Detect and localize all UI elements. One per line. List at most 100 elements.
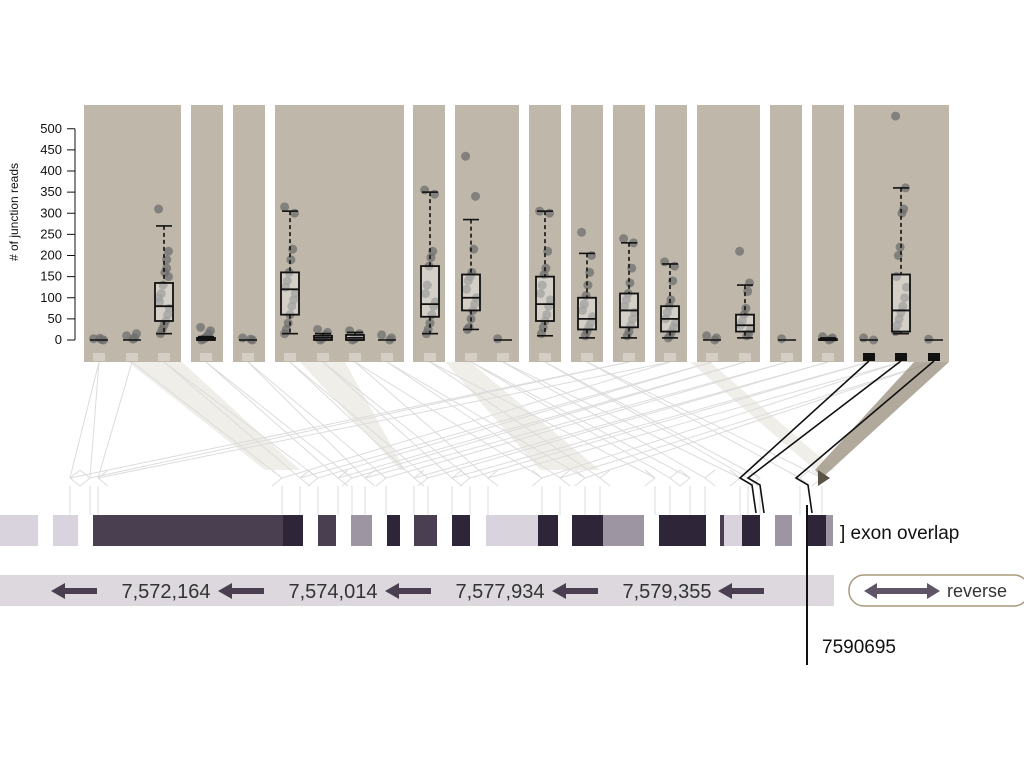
junction-boxplot-j15[interactable] <box>619 234 639 341</box>
junction-boxplot-j1[interactable] <box>89 333 108 345</box>
y-tick-label: 450 <box>40 142 62 157</box>
coord-label-4: 7,579,355 <box>623 581 712 603</box>
exon-segment[interactable] <box>318 515 336 546</box>
left-arrow-icon <box>218 583 264 599</box>
exon-segment[interactable] <box>53 515 78 546</box>
junction-boxplot-j11[interactable] <box>461 151 481 334</box>
junction-marker[interactable] <box>93 353 105 361</box>
junction-marker[interactable] <box>349 353 361 361</box>
junction-boxplot-j18[interactable] <box>735 246 755 341</box>
junction-boxplot-j7[interactable] <box>313 324 333 345</box>
exon-segment[interactable] <box>775 515 792 546</box>
junction-marker[interactable] <box>706 353 718 361</box>
exon-segment[interactable] <box>724 515 742 546</box>
junction-boxplot-j12[interactable] <box>493 334 512 344</box>
junction-boxplot-j13[interactable] <box>535 206 555 339</box>
junction-marker[interactable] <box>497 353 509 361</box>
exon-segment[interactable] <box>351 515 359 546</box>
junction-boxplot-j9[interactable] <box>377 330 396 345</box>
exon-segment[interactable] <box>0 515 38 546</box>
junction-marker[interactable] <box>242 353 254 361</box>
data-point <box>154 293 164 303</box>
junction-end-chevron <box>459 469 471 487</box>
junction-boxplot-j22[interactable] <box>891 111 911 337</box>
junction-boxplot-j17[interactable] <box>702 331 721 345</box>
junction-panel-4 <box>275 105 404 362</box>
junction-boxplot-j10[interactable] <box>420 185 440 339</box>
exon-segment[interactable] <box>486 515 538 546</box>
data-point <box>154 204 164 214</box>
exon-segment[interactable] <box>283 515 303 546</box>
junction-boxplot-j8[interactable] <box>345 326 365 345</box>
guide-line <box>131 361 283 479</box>
exon-segment[interactable] <box>538 515 558 546</box>
data-point <box>545 208 554 218</box>
junction-panel-11 <box>697 105 760 362</box>
junction-marker[interactable] <box>465 353 477 361</box>
junction-marker[interactable] <box>381 353 393 361</box>
exon-segment[interactable] <box>826 515 833 546</box>
junction-boxplot-j4[interactable] <box>196 322 216 345</box>
junction-marker[interactable] <box>623 353 635 361</box>
junction-marker[interactable] <box>781 353 793 361</box>
data-point <box>924 334 934 344</box>
exon-segment[interactable] <box>742 515 760 546</box>
junction-marker-selected[interactable] <box>928 353 940 361</box>
junction-boxplot-j23[interactable] <box>924 334 943 344</box>
junction-boxplot-j3[interactable] <box>154 204 174 339</box>
arrow-head <box>51 583 65 599</box>
junction-boxplot-j6[interactable] <box>280 202 300 339</box>
data-point <box>377 330 387 340</box>
junction-marker[interactable] <box>284 353 296 361</box>
junction-boxplot-j16[interactable] <box>660 257 680 343</box>
junction-marker[interactable] <box>539 353 551 361</box>
guide-line <box>205 361 353 479</box>
position-marker: 7590695 <box>806 505 896 665</box>
y-axis-label: # of junction reads <box>7 163 21 261</box>
junction-boxplot-j21[interactable] <box>859 333 878 345</box>
junction-marker[interactable] <box>126 353 138 361</box>
y-tick-label: 0 <box>55 332 62 347</box>
guide-line <box>97 361 671 479</box>
junction-marker[interactable] <box>317 353 329 361</box>
exon-segment[interactable] <box>603 515 644 546</box>
junction-marker[interactable] <box>200 353 212 361</box>
exon-segment[interactable] <box>452 515 470 546</box>
reverse-button[interactable]: reverse <box>848 574 1024 607</box>
exon-segment[interactable] <box>359 515 372 546</box>
junction-marker[interactable] <box>158 353 170 361</box>
junction-marker[interactable] <box>822 353 834 361</box>
left-arrow-icon <box>552 583 598 599</box>
exon-segment[interactable] <box>572 515 603 546</box>
guide-line <box>487 361 902 479</box>
exon-segment[interactable] <box>93 515 283 546</box>
junction-marker[interactable] <box>664 353 676 361</box>
data-point <box>620 301 629 311</box>
junction-boxplot-j19[interactable] <box>777 334 796 344</box>
junction-marker[interactable] <box>424 353 436 361</box>
junction-boxplot-j5[interactable] <box>238 333 257 345</box>
left-arrow-icon <box>718 583 764 599</box>
exon-segment[interactable] <box>387 515 400 546</box>
box-iqr <box>420 265 440 318</box>
data-point <box>246 334 256 344</box>
junction-guide-lines <box>69 361 935 515</box>
exon-segment[interactable] <box>414 515 437 546</box>
junction-marker-selected[interactable] <box>895 353 907 361</box>
junction-end-chevron <box>531 469 543 487</box>
data-point <box>622 331 632 341</box>
junction-marker[interactable] <box>739 353 751 361</box>
exon-segment[interactable] <box>659 515 706 546</box>
junction-boxplot-j20[interactable] <box>818 332 838 345</box>
exon-segment[interactable] <box>720 515 724 546</box>
data-point <box>421 289 430 299</box>
junction-boxplot-j14[interactable] <box>577 227 597 341</box>
arrow-head <box>385 583 399 599</box>
box-iqr <box>577 296 597 331</box>
junction-boxplot-j2[interactable] <box>122 329 141 344</box>
junction-marker-selected[interactable] <box>863 353 875 361</box>
guide-fan <box>300 362 405 470</box>
exon-segment[interactable] <box>807 515 826 546</box>
data-point <box>493 334 503 344</box>
junction-marker[interactable] <box>581 353 593 361</box>
